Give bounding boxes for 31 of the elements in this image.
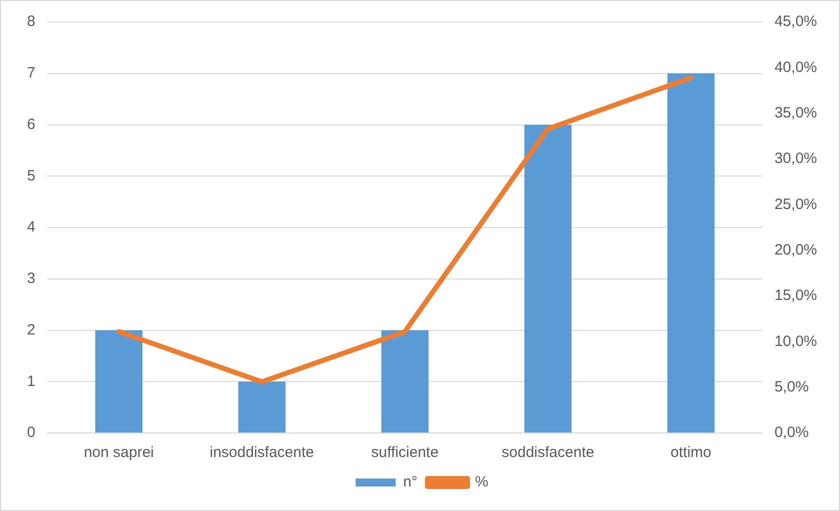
y2-tick-label: 0,0%	[774, 424, 809, 442]
x-tick-label: soddisfacente	[502, 444, 594, 462]
y-tick-label: 2	[27, 321, 36, 338]
y2-tick-label: 15,0%	[774, 287, 818, 304]
bar	[238, 382, 286, 432]
bar	[524, 124, 572, 432]
y-tick-label: 6	[27, 116, 36, 133]
x-tick-label: ottimo	[670, 444, 712, 462]
x-tick-label: insoddisfacente	[210, 444, 314, 462]
y-tick-label: 1	[27, 372, 36, 390]
y2-tick-label: 45,0%	[774, 13, 818, 30]
y2-tick-label: 5,0%	[774, 378, 809, 396]
bar	[667, 73, 715, 432]
y2-tick-label: 25,0%	[774, 196, 818, 213]
bar	[381, 330, 429, 432]
y2-tick-label: 20,0%	[774, 241, 818, 258]
y2-tick-label: 30,0%	[774, 150, 818, 168]
legend-label: n°	[403, 474, 418, 491]
y2-tick-label: 40,0%	[774, 58, 818, 76]
y-tick-label: 0	[27, 424, 36, 442]
y-tick-label: 8	[27, 13, 36, 30]
y-tick-label: 3	[27, 270, 36, 288]
x-tick-label: non saprei	[84, 444, 154, 462]
bar	[95, 330, 142, 432]
legend-label: %	[475, 474, 488, 491]
y2-tick-label: 10,0%	[774, 332, 818, 350]
y-tick-label: 4	[27, 218, 36, 236]
y-tick-label: 5	[27, 167, 36, 184]
x-tick-label: sufficiente	[371, 444, 439, 462]
y2-tick-label: 35,0%	[774, 104, 818, 122]
y-tick-label: 7	[27, 64, 36, 82]
